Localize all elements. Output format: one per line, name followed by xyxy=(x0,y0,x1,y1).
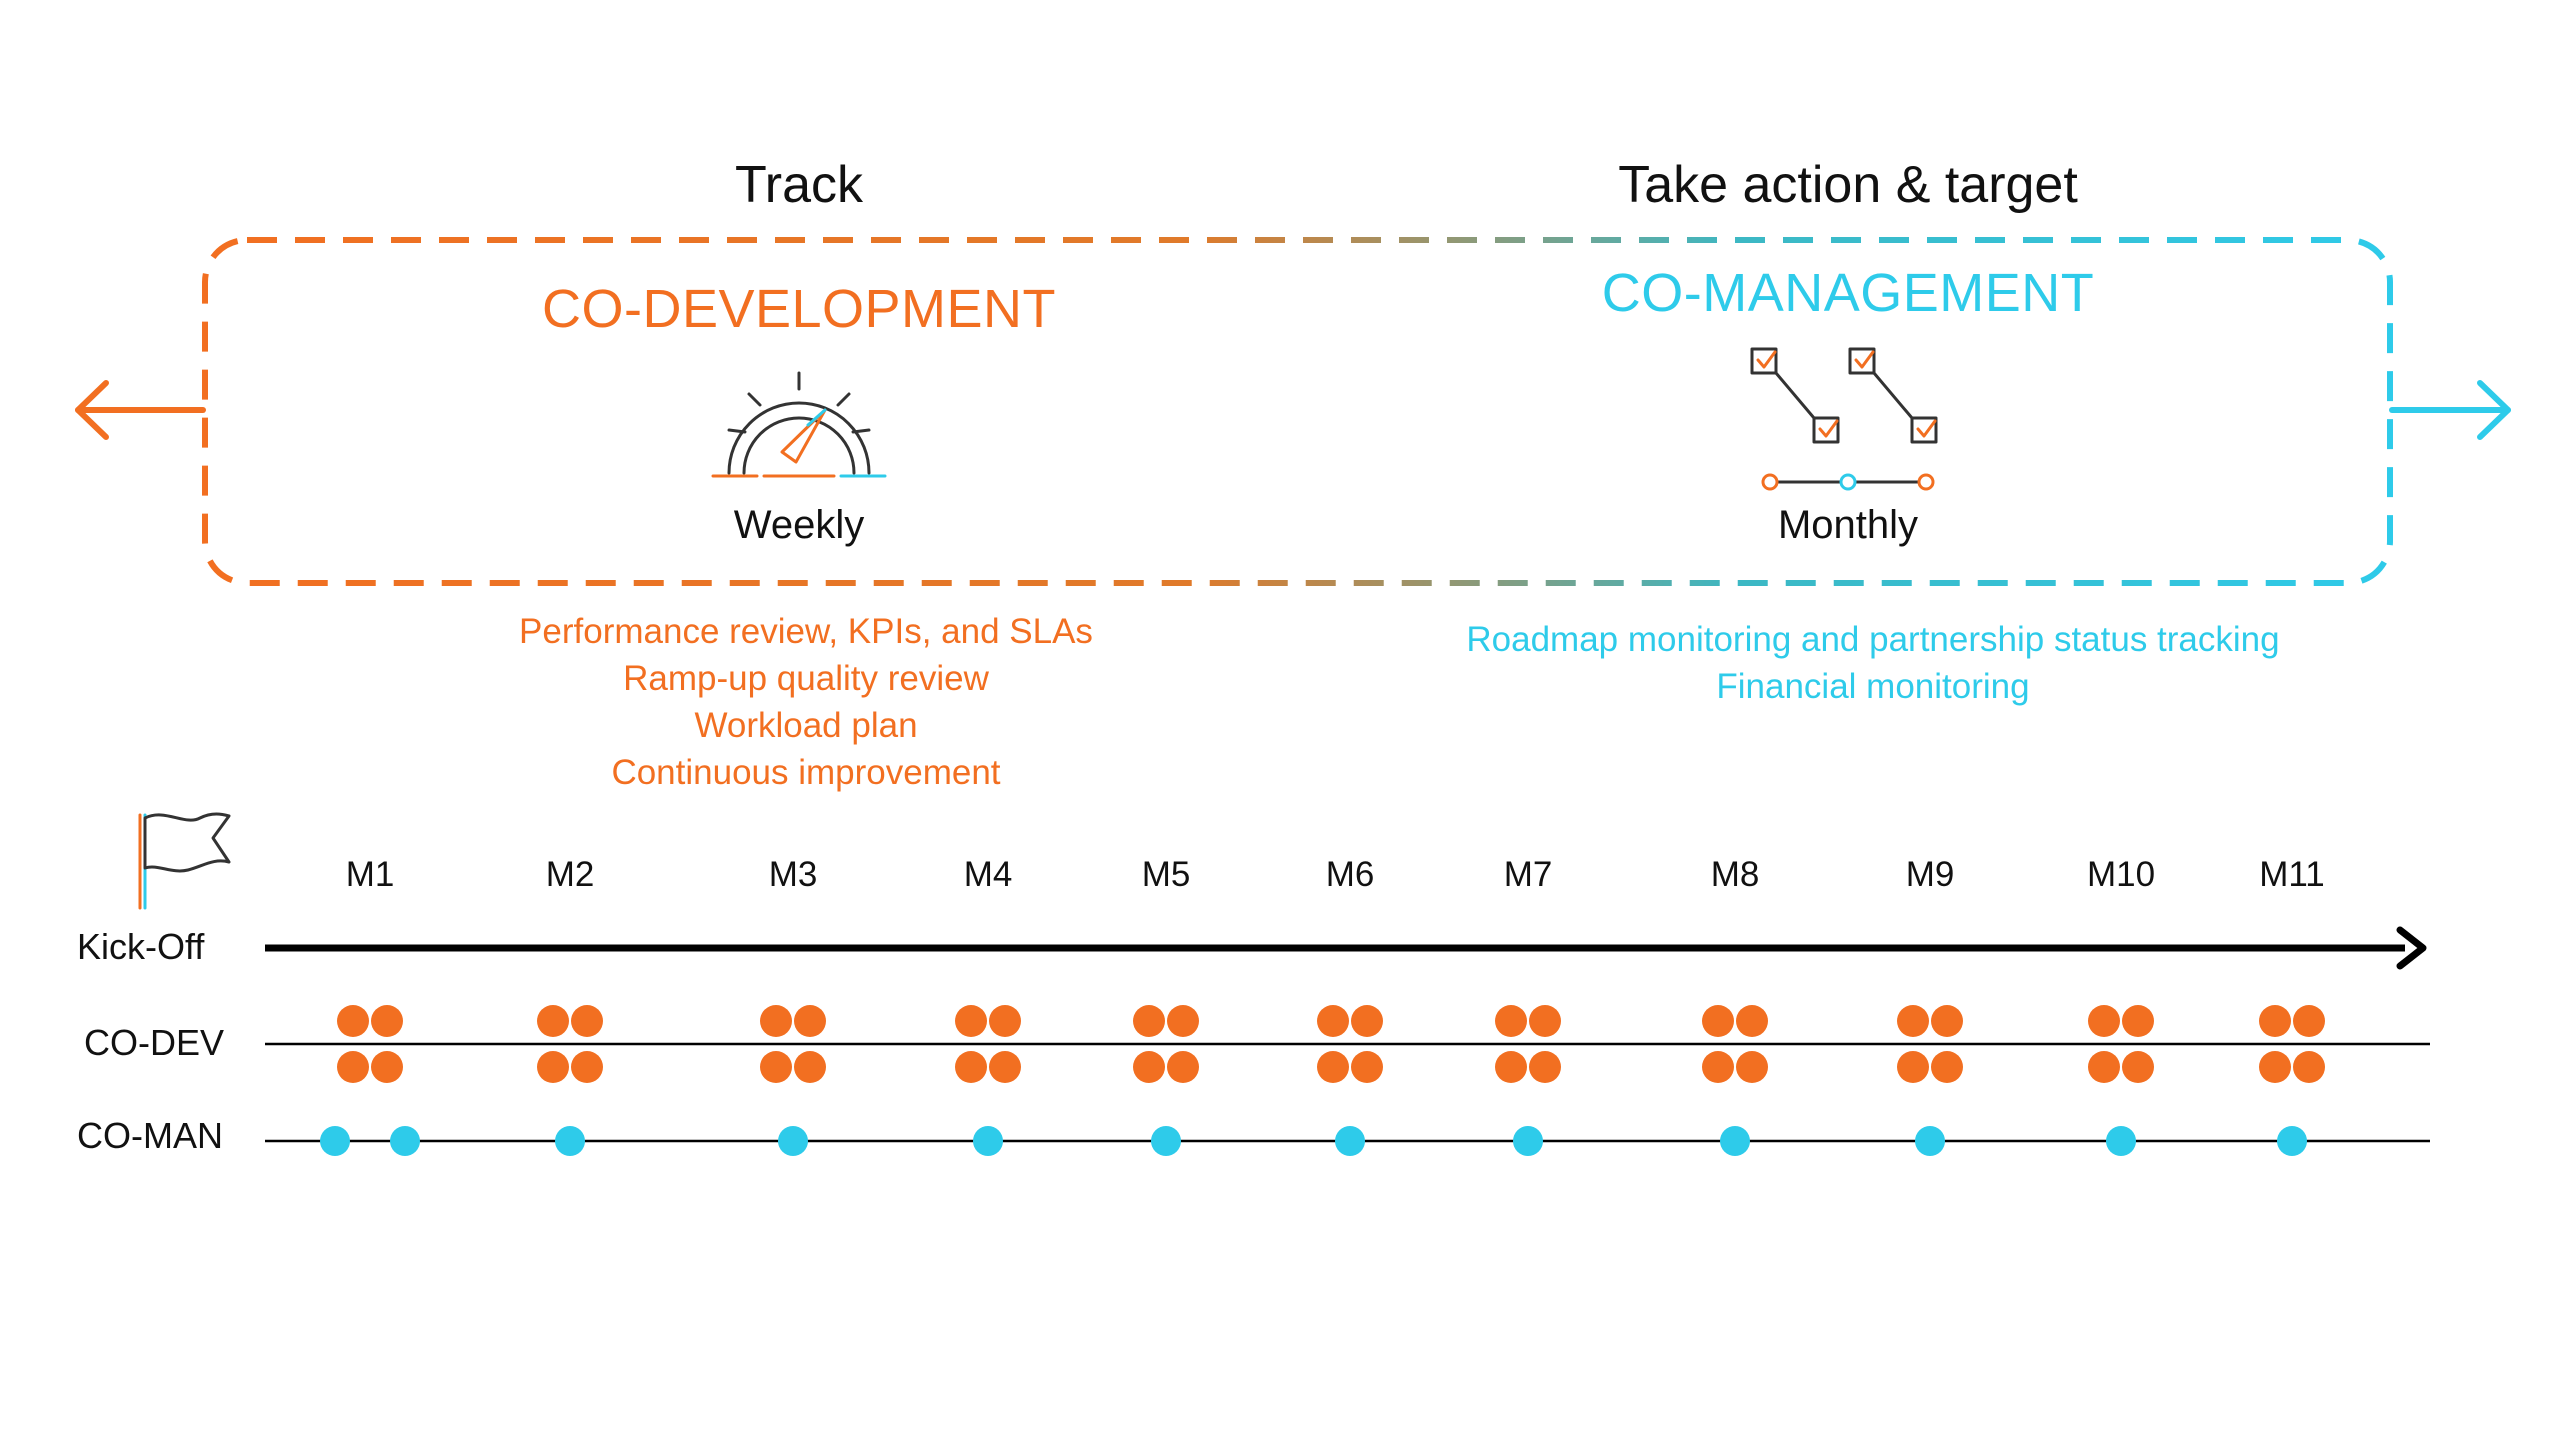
month-label: M1 xyxy=(345,855,395,894)
codev-meeting-dot xyxy=(1351,1005,1383,1037)
coman-title: CO-MANAGEMENT xyxy=(1601,263,2095,323)
coman-meeting-dot xyxy=(390,1126,420,1156)
coman-meeting-dot xyxy=(1720,1126,1750,1156)
codev-meeting-dot xyxy=(571,1051,603,1083)
month-label: M10 xyxy=(2086,855,2156,894)
coman-meeting-dot xyxy=(555,1126,585,1156)
codev-meeting-dot xyxy=(1702,1005,1734,1037)
checklist-flow-icon xyxy=(1750,347,1938,491)
note-item: Financial monitoring xyxy=(1716,667,2030,706)
codev-meeting-dot xyxy=(794,1051,826,1083)
coman-meeting-dot xyxy=(778,1126,808,1156)
month-label: M3 xyxy=(768,855,818,894)
codev-meeting-dot xyxy=(2259,1051,2291,1083)
codev-meeting-dot xyxy=(371,1005,403,1037)
codev-meeting-dot xyxy=(2088,1051,2120,1083)
codev-meeting-dot xyxy=(2122,1051,2154,1083)
note-item: Workload plan xyxy=(694,706,918,745)
coman-meetings xyxy=(320,1126,2307,1156)
timeline-arrowhead xyxy=(2396,926,2427,970)
arrow-right-icon xyxy=(2389,380,2511,440)
codev-meeting-dot xyxy=(1167,1051,1199,1083)
codev-meeting-dot xyxy=(1931,1051,1963,1083)
codev-meeting-dot xyxy=(1317,1051,1349,1083)
flag-icon xyxy=(138,812,231,910)
codev-meeting-dot xyxy=(2122,1005,2154,1037)
coman-meeting-dot xyxy=(1513,1126,1543,1156)
coman-meeting-dot xyxy=(1915,1126,1945,1156)
codev-meeting-dot xyxy=(1133,1051,1165,1083)
coman-row-label: CO-MAN xyxy=(77,1115,223,1156)
codev-meeting-dot xyxy=(1351,1051,1383,1083)
action-header: Take action & target xyxy=(1618,156,2078,214)
codev-meeting-dot xyxy=(955,1051,987,1083)
codev-meeting-dot xyxy=(1736,1051,1768,1083)
codev-meeting-dot xyxy=(1317,1005,1349,1037)
codev-meeting-dot xyxy=(989,1051,1021,1083)
coman-meeting-dot xyxy=(2106,1126,2136,1156)
coman-notes: Roadmap monitoring and partnership statu… xyxy=(1466,616,2279,710)
codev-meeting-dot xyxy=(989,1005,1021,1037)
month-label: M2 xyxy=(545,855,595,894)
track-header: Track xyxy=(734,156,864,214)
note-item: Roadmap monitoring and partnership statu… xyxy=(1466,620,2280,659)
codev-title: CO-DEVELOPMENT xyxy=(541,279,1057,339)
month-label: M5 xyxy=(1141,855,1191,894)
codev-meeting-dot xyxy=(1133,1005,1165,1037)
codev-row-label: CO-DEV xyxy=(84,1022,225,1063)
note-item: Performance review, KPIs, and SLAs xyxy=(519,612,1093,651)
speedometer-icon xyxy=(711,371,887,478)
coman-frequency: Monthly xyxy=(1777,503,1919,547)
codev-meeting-dot xyxy=(1702,1051,1734,1083)
codev-meeting-dot xyxy=(2088,1005,2120,1037)
codev-meeting-dot xyxy=(1897,1051,1929,1083)
codev-meeting-dot xyxy=(1495,1051,1527,1083)
codev-meeting-dot xyxy=(371,1051,403,1083)
codev-notes: Performance review, KPIs, and SLAs Ramp-u… xyxy=(519,608,1093,796)
codev-meeting-dot xyxy=(337,1005,369,1037)
coman-meeting-dot xyxy=(1151,1126,1181,1156)
codev-meeting-dot xyxy=(1529,1051,1561,1083)
codev-meeting-dot xyxy=(1529,1005,1561,1037)
codev-meeting-dot xyxy=(337,1051,369,1083)
codev-meeting-dot xyxy=(2293,1005,2325,1037)
coman-meeting-dot xyxy=(320,1126,350,1156)
codev-meeting-dot xyxy=(760,1051,792,1083)
codev-meeting-dot xyxy=(1736,1005,1768,1037)
month-label: M11 xyxy=(2259,855,2325,894)
coman-meeting-dot xyxy=(1335,1126,1365,1156)
codev-frequency: Weekly xyxy=(733,503,865,547)
codev-meeting-dot xyxy=(2293,1051,2325,1083)
month-label: M4 xyxy=(963,855,1013,894)
month-label: M8 xyxy=(1710,855,1760,894)
codev-meeting-dot xyxy=(760,1005,792,1037)
arrow-left-icon xyxy=(75,380,206,440)
codev-meeting-dot xyxy=(1495,1005,1527,1037)
month-label: M7 xyxy=(1503,855,1553,894)
coman-meeting-dot xyxy=(973,1126,1003,1156)
codev-meeting-dot xyxy=(537,1005,569,1037)
coman-meeting-dot xyxy=(2277,1126,2307,1156)
codev-meeting-dot xyxy=(2259,1005,2291,1037)
codev-meeting-dot xyxy=(955,1005,987,1037)
codev-meeting-dot xyxy=(1167,1005,1199,1037)
codev-meeting-dot xyxy=(571,1005,603,1037)
note-item: Continuous improvement xyxy=(611,753,1001,792)
codev-meeting-dot xyxy=(1931,1005,1963,1037)
note-item: Ramp-up quality review xyxy=(623,659,989,698)
codev-meeting-dot xyxy=(794,1005,826,1037)
kickoff-label: Kick-Off xyxy=(77,926,205,967)
codev-meeting-dot xyxy=(537,1051,569,1083)
month-label: M9 xyxy=(1905,855,1955,894)
codev-meetings xyxy=(337,1005,2325,1083)
month-label: M6 xyxy=(1325,855,1375,894)
codev-meeting-dot xyxy=(1897,1005,1929,1037)
